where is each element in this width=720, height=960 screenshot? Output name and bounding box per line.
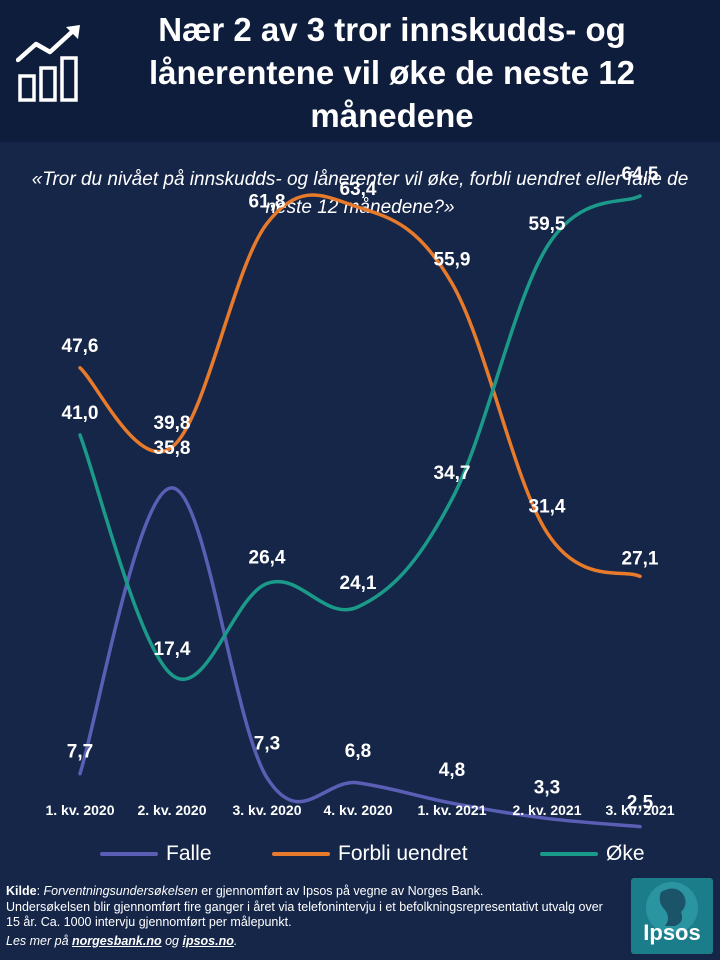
line-chart: 7,7 35,8 7,3 6,8 4,8 3,3 2,5 47,6 39,8 61,8 63,4 55… [45, 164, 675, 829]
data-label-s1-p3: 63,4 [340, 179, 377, 200]
series-line-1 [78, 193, 642, 579]
link-ipsos[interactable]: ipsos.no [182, 933, 234, 948]
ipsos-logo-text: Ipsos [643, 920, 701, 945]
x-tick-label-2: 3. kv. 2020 [232, 802, 301, 818]
x-tick-label-1: 2. kv. 2020 [137, 802, 206, 818]
data-label-s1-p1: 39,8 [154, 413, 191, 434]
ipsos-logo: Ipsos [631, 878, 713, 954]
data-label-s2-p1: 17,4 [154, 639, 191, 660]
read-more-prefix: Les mer på [6, 933, 73, 948]
data-label-s0-p3: 6,8 [345, 741, 371, 762]
data-label-s0-p6: 2,5 [627, 793, 654, 814]
legend-item-uendret: Forbli uendret [272, 842, 468, 866]
x-tick-label-5: 2. kv. 2021 [512, 802, 581, 818]
data-label-s1-p0: 47,6 [62, 336, 99, 357]
source-description: er gjennomført av Ipsos på vegne av Norg… [197, 884, 484, 898]
x-tick-label-0: 1. kv. 2020 [45, 802, 114, 818]
source-method: Undersøkelsen blir gjennomført fire gang… [6, 899, 603, 930]
x-tick-label-6: 3. kv. 2021 [605, 802, 674, 818]
legend-label-uendret: Forbli uendret [338, 842, 468, 865]
data-label-s0-p1: 35,8 [154, 438, 191, 459]
bar-chart-trend-icon [16, 25, 80, 102]
source-survey-name: Forventningsundersøkelsen [43, 884, 198, 898]
read-more-line: Les mer på norgesbank.no og ipsos.no. [6, 934, 616, 950]
x-tick-label-3: 4. kv. 2020 [323, 802, 392, 818]
data-label-s1-p2: 61,8 [249, 191, 286, 212]
read-more-end: . [233, 933, 238, 948]
data-label-s0-p5: 3,3 [534, 777, 560, 798]
source-footer: Kilde: Forventningsundersøkelsen er gjen… [6, 884, 616, 949]
link-norgesbank[interactable]: norgesbank.no [72, 933, 162, 948]
page-title: Nær 2 av 3 tror innskudds- og lånerenten… [148, 11, 636, 134]
data-label-s2-p0: 41,0 [62, 403, 99, 424]
legend-label-falle: Falle [166, 842, 212, 865]
legend-item-oke: Øke [540, 842, 645, 866]
source-label: Kilde [6, 884, 37, 898]
read-more-joiner: og [161, 933, 183, 948]
series-line-2 [78, 194, 642, 681]
legend-label-oke: Øke [606, 842, 645, 865]
data-label-s2-p3: 24,1 [340, 573, 377, 594]
data-label-s1-p5: 31,4 [529, 497, 566, 518]
ipsos-logo-figure-icon [646, 882, 698, 934]
legend-swatch-oke [540, 852, 598, 856]
data-label-s2-p6: 64,5 [622, 164, 659, 185]
data-label-s0-p2: 7,3 [254, 734, 280, 755]
data-label-s2-p5: 59,5 [529, 214, 566, 235]
source-line-1: Kilde: Forventningsundersøkelsen er gjen… [6, 884, 484, 898]
series-line-0 [78, 486, 642, 829]
data-label-s1-p4: 55,9 [434, 249, 471, 270]
data-label-s2-p4: 34,7 [434, 463, 471, 484]
data-label-s2-p2: 26,4 [249, 547, 286, 568]
data-label-s0-p4: 4,8 [439, 760, 465, 781]
chart-legend: Falle Forbli uendret Øke [0, 842, 720, 876]
header-banner: Nær 2 av 3 tror innskudds- og lånerenten… [0, 0, 720, 142]
data-label-s0-p0: 7,7 [67, 742, 93, 763]
legend-swatch-uendret [272, 852, 330, 856]
data-label-s1-p6: 27,1 [622, 548, 659, 569]
legend-swatch-falle [100, 852, 158, 856]
x-tick-label-4: 1. kv. 2021 [417, 802, 486, 818]
legend-item-falle: Falle [100, 842, 212, 866]
